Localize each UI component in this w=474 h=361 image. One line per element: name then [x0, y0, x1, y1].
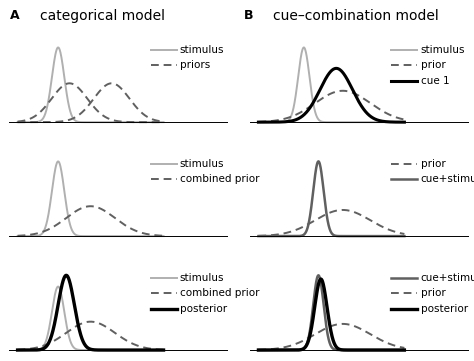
Text: prior: prior	[420, 288, 446, 298]
Text: prior: prior	[420, 158, 446, 169]
Text: stimulus: stimulus	[180, 45, 224, 55]
Text: posterior: posterior	[420, 304, 468, 314]
Text: prior: prior	[420, 60, 446, 70]
Text: stimulus: stimulus	[180, 158, 224, 169]
Text: cue+stimulus: cue+stimulus	[420, 273, 474, 283]
Text: stimulus: stimulus	[180, 273, 224, 283]
Text: combined prior: combined prior	[180, 288, 259, 298]
Text: combined prior: combined prior	[180, 174, 259, 184]
Text: A: A	[9, 9, 19, 22]
Text: priors: priors	[180, 60, 210, 70]
Text: posterior: posterior	[180, 304, 227, 314]
Text: cue+stimulus: cue+stimulus	[420, 174, 474, 184]
Text: stimulus: stimulus	[420, 45, 465, 55]
Text: cue 1: cue 1	[420, 76, 449, 86]
Text: B: B	[244, 9, 254, 22]
Text: cue–combination model: cue–combination model	[273, 9, 438, 23]
Text: categorical model: categorical model	[40, 9, 165, 23]
